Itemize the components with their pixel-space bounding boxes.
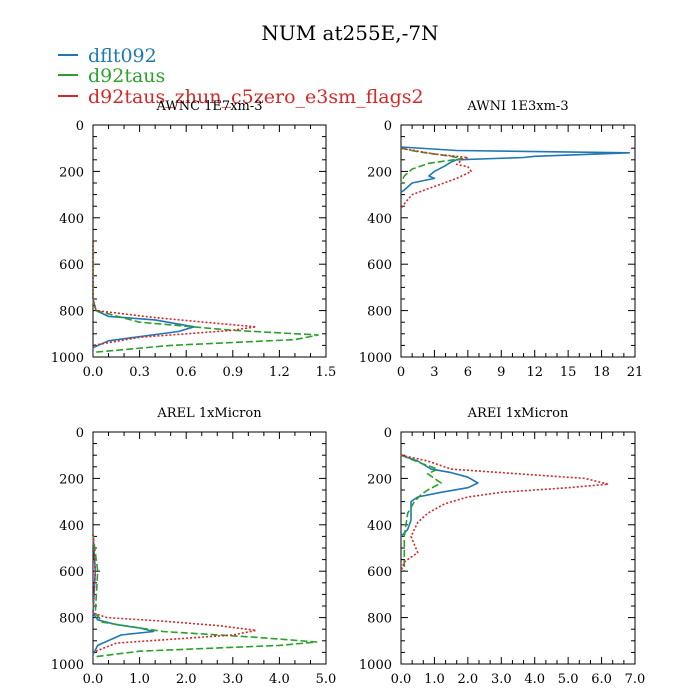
y-tick-label: 1000: [359, 658, 392, 673]
x-tick-label: 0.9: [222, 365, 243, 380]
plot-frame: [92, 431, 327, 665]
y-tick-label: 800: [59, 305, 84, 320]
x-tick-label: 6: [464, 365, 472, 380]
x-tick-label: 1.0: [129, 672, 150, 687]
y-tick-label: 600: [367, 565, 392, 580]
series-line-d92taus: [400, 454, 442, 572]
series-line-dflt092: [400, 454, 479, 537]
x-tick-label: 1.2: [269, 365, 290, 380]
panel-title: AWNC 1E7xm-3: [155, 99, 262, 114]
x-tick-label: 1.0: [424, 672, 445, 687]
y-tick-label: 1000: [51, 351, 84, 366]
series-line-d92taus: [92, 241, 320, 354]
y-tick-label: 0: [384, 426, 392, 441]
legend-label-dflt092: dflt092: [88, 45, 157, 67]
y-tick-label: 1000: [51, 658, 84, 673]
panels: AWNC 1E7xm-30.0 0.3 0.6 0.9 1.2 1.50200400600…: [51, 99, 645, 687]
series-line-dflt092: [92, 241, 195, 349]
x-tick-label: 0.6: [176, 365, 197, 380]
x-tick-label: 4.0: [269, 672, 290, 687]
x-tick-label: 5.0: [558, 672, 579, 687]
y-tick-label: 600: [59, 258, 84, 273]
panel-2: AWNI 1E3xm-3 0 3 6 9 12 15 18 21 0 200 400 600 800 100…: [359, 99, 643, 380]
x-tick-label: 21: [627, 365, 644, 380]
panel-title: AREI 1xMicron: [467, 406, 569, 421]
panel-4: AREI 1xMicron 0.0 1.0 2.0 3.0 4.0 5.0 6.0 7.0 0 20…: [359, 406, 645, 687]
y-tick-label: 200: [367, 472, 392, 487]
x-tick-label: 0.0: [83, 365, 104, 380]
x-tick-label: 0.0: [391, 672, 412, 687]
y-tick-label: 600: [367, 258, 392, 273]
y-tick-label: 0: [384, 119, 392, 134]
series-line-d92taus: [400, 147, 464, 184]
x-tick-label: 3: [430, 365, 438, 380]
series-line-d92taus_zhun_c5zero_e3sm_flags2: [400, 147, 473, 209]
x-tick-label: 2.0: [458, 672, 479, 687]
y-tick-label: 400: [59, 519, 84, 534]
series-line-d92taus_zhun_c5zero_e3sm_flags2: [92, 534, 257, 654]
legend: dflt092 d92taus d92taus_zhun_c5zero_e3sm…: [58, 45, 424, 108]
y-tick-label: 1000: [359, 351, 392, 366]
panel-title: AWNI 1E3xm-3: [466, 99, 568, 114]
legend-label-d92taus-zhun: d92taus_zhun_c5zero_e3sm_flags2: [88, 86, 424, 108]
y-tick-label: 800: [367, 612, 392, 627]
x-tick-label: 1.5: [316, 365, 337, 380]
x-tick-label: 0.0: [83, 672, 104, 687]
x-tick-label: 15: [560, 365, 577, 380]
y-tick-label: 0: [76, 426, 84, 441]
x-tick-label: 9: [497, 365, 505, 380]
x-tick-label: 0.3: [129, 365, 150, 380]
y-tick-label: 200: [59, 472, 84, 487]
y-tick-label: 0: [76, 119, 84, 134]
panel-title: AREL 1xMicron: [156, 406, 262, 421]
figure-title: NUM at255E,-7N: [261, 21, 438, 45]
series-line-d92taus_zhun_c5zero_e3sm_flags2: [400, 454, 610, 572]
y-tick-label: 800: [367, 305, 392, 320]
y-tick-label: 400: [367, 212, 392, 227]
legend-entry-dflt092: dflt092: [58, 45, 157, 67]
series-line-dflt092: [400, 146, 631, 193]
plot-frame: [400, 124, 636, 358]
y-tick-label: 600: [59, 565, 84, 580]
y-tick-label: 800: [59, 612, 84, 627]
x-tick-label: 3.0: [222, 672, 243, 687]
panel-3: AREL 1xMicron 0.0 1.0 2.0 3.0 4.0 5.0 0 200 400 60…: [51, 406, 336, 687]
panel-1: AWNC 1E7xm-3 0.0 0.3 0.6 0.9 1.2 1.5 0 200 400 600…: [51, 99, 336, 380]
x-tick-label: 2.0: [176, 672, 197, 687]
x-tick-label: 12: [526, 365, 543, 380]
series-line-dflt092: [92, 534, 155, 656]
y-tick-label: 400: [367, 519, 392, 534]
y-tick-label: 200: [59, 165, 84, 180]
legend-label-d92taus: d92taus: [88, 65, 165, 87]
x-tick-label: 6.0: [591, 672, 612, 687]
series-line-d92taus_zhun_c5zero_e3sm_flags2: [92, 241, 257, 347]
x-tick-label: 7.0: [625, 672, 646, 687]
x-tick-label: 3.0: [491, 672, 512, 687]
x-tick-label: 0: [397, 365, 405, 380]
series-line-d92taus: [92, 533, 318, 658]
x-tick-label: 5.0: [316, 672, 337, 687]
x-tick-label: 18: [593, 365, 610, 380]
legend-entry-d92taus-zhun: d92taus_zhun_c5zero_e3sm_flags2: [58, 86, 424, 108]
x-tick-label: 4.0: [524, 672, 545, 687]
y-tick-label: 400: [59, 212, 84, 227]
y-tick-label: 200: [367, 165, 392, 180]
legend-entry-d92taus: d92taus: [58, 65, 165, 87]
plot-frame: [400, 431, 636, 665]
